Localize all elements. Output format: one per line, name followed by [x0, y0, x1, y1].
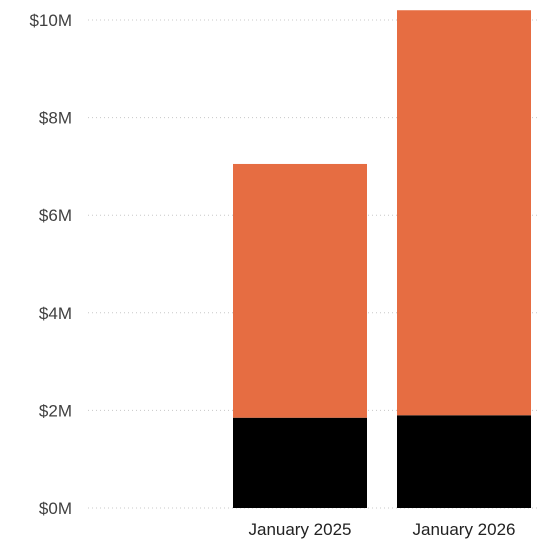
y-tick-label: $4M — [39, 304, 72, 323]
y-tick-label: $2M — [39, 401, 72, 420]
bar-segment — [233, 163, 367, 418]
bar-segment — [397, 10, 531, 416]
bars — [233, 10, 531, 508]
bar-segment — [397, 415, 531, 508]
y-tick-label: $6M — [39, 206, 72, 225]
x-axis-category-labels: January 2025 January 2026 — [248, 520, 515, 539]
x-category-label: January 2026 — [412, 520, 515, 539]
y-tick-label: $0M — [39, 499, 72, 518]
y-tick-label: $8M — [39, 109, 72, 128]
bar-segment — [233, 417, 367, 508]
y-axis-tick-labels: $0M $2M $4M $6M $8M $10M — [29, 11, 72, 518]
x-category-label: January 2025 — [248, 520, 351, 539]
y-tick-label: $10M — [29, 11, 72, 30]
